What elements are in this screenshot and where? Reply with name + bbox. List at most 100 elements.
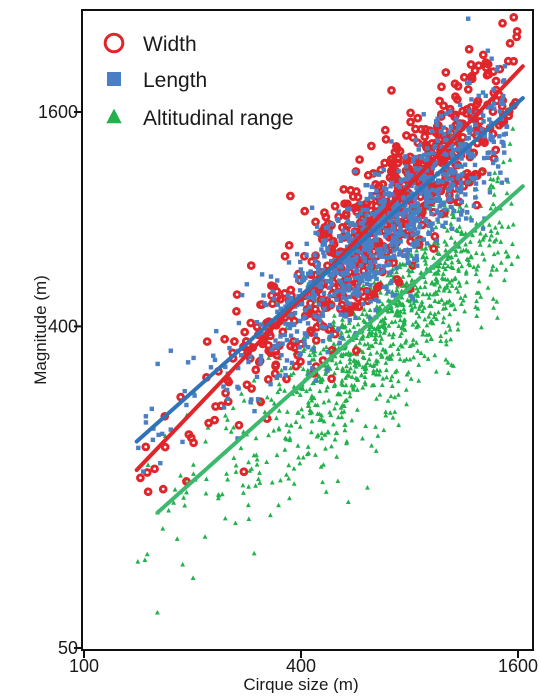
data-point-square [382,191,388,197]
data-point-square [346,277,351,282]
data-point-triangle [415,348,421,353]
data-point-square [364,281,370,287]
data-point-triangle [373,448,379,453]
data-point-square [284,337,290,343]
data-point-triangle [335,414,341,420]
data-point-triangle [406,272,412,278]
data-point-square [414,204,419,209]
data-point-triangle [317,417,323,422]
data-point-triangle [433,369,439,374]
data-point-square [143,414,149,419]
data-point-square [329,332,335,338]
data-point-square [325,248,331,253]
data-point-square [397,249,403,255]
data-point-square [378,205,383,211]
data-point-triangle [360,349,366,355]
data-point-square [214,328,219,334]
data-point-square [412,256,417,262]
data-point-square [414,154,419,160]
data-point-square [254,374,260,380]
data-point-square [441,200,447,205]
data-point-open-circle [420,132,430,142]
data-point-square [435,217,440,222]
data-point-triangle [401,309,407,315]
data-point-open-circle [286,285,296,295]
data-point-square [336,326,341,331]
data-point-triangle [366,326,372,331]
data-point-triangle [487,185,493,190]
data-point-square [449,185,455,190]
data-point-square [158,460,163,466]
data-point-square [448,109,453,114]
data-point-open-circle [268,299,277,309]
data-point-triangle [376,371,382,377]
data-point-square [483,93,488,99]
data-point-triangle [319,435,325,441]
data-point-triangle [251,452,257,458]
data-point-triangle [450,363,456,368]
data-point-triangle [288,365,293,371]
data-point-triangle [241,398,247,403]
data-point-triangle [365,485,370,490]
data-point-square [449,143,455,148]
data-point-square [332,292,337,298]
data-point-square [465,150,471,156]
data-point-square [372,259,378,264]
data-point-square [309,205,315,210]
data-point-triangle [181,495,187,500]
data-point-square [411,216,417,222]
data-point-square [421,112,426,117]
data-point-square [211,353,216,358]
data-point-open-circle [503,56,513,66]
data-point-square [397,184,403,190]
data-point-open-circle [291,361,301,371]
data-point-triangle [447,311,453,317]
data-point-triangle [392,394,398,400]
data-point-square [371,254,376,259]
data-point-triangle [361,307,367,312]
data-point-triangle [408,376,414,381]
data-point-square [446,194,452,199]
data-point-triangle [379,336,385,341]
data-point-open-circle [498,18,507,28]
data-point-triangle [403,282,408,288]
data-point-square [442,132,447,137]
data-point-square [417,216,423,222]
data-point-square [340,228,346,233]
data-point-square [473,195,478,200]
data-point-open-circle [512,27,522,36]
data-point-triangle [409,277,415,283]
data-point-triangle [202,534,208,539]
data-point-square [407,208,412,213]
data-point-open-circle [374,181,384,191]
data-point-triangle [348,365,353,371]
data-point-triangle [419,299,425,304]
data-point-square [436,195,441,201]
data-point-square [264,302,269,308]
data-point-triangle [354,335,359,340]
data-point-triangle [445,360,451,365]
data-point-square [381,264,387,269]
data-point-square [485,155,491,161]
data-point-square [485,48,491,53]
data-point-triangle [416,313,422,319]
data-point-open-circle [481,58,491,67]
data-point-square [459,156,464,161]
data-point-square [289,322,294,328]
data-point-triangle [402,339,408,345]
data-point-open-circle [466,60,476,69]
data-point-triangle [282,388,287,393]
data-point-triangle [477,242,483,247]
data-point-triangle [389,373,395,379]
data-point-triangle [433,289,439,295]
data-point-square [434,238,439,243]
data-point-square [364,276,370,282]
data-point-square [463,216,469,221]
data-point-triangle [142,557,148,562]
data-point-square [323,225,329,231]
data-point-triangle [474,298,480,304]
data-point-triangle [343,351,349,356]
data-point-square [351,237,357,242]
data-point-triangle [455,228,461,233]
data-point-square [340,295,346,301]
